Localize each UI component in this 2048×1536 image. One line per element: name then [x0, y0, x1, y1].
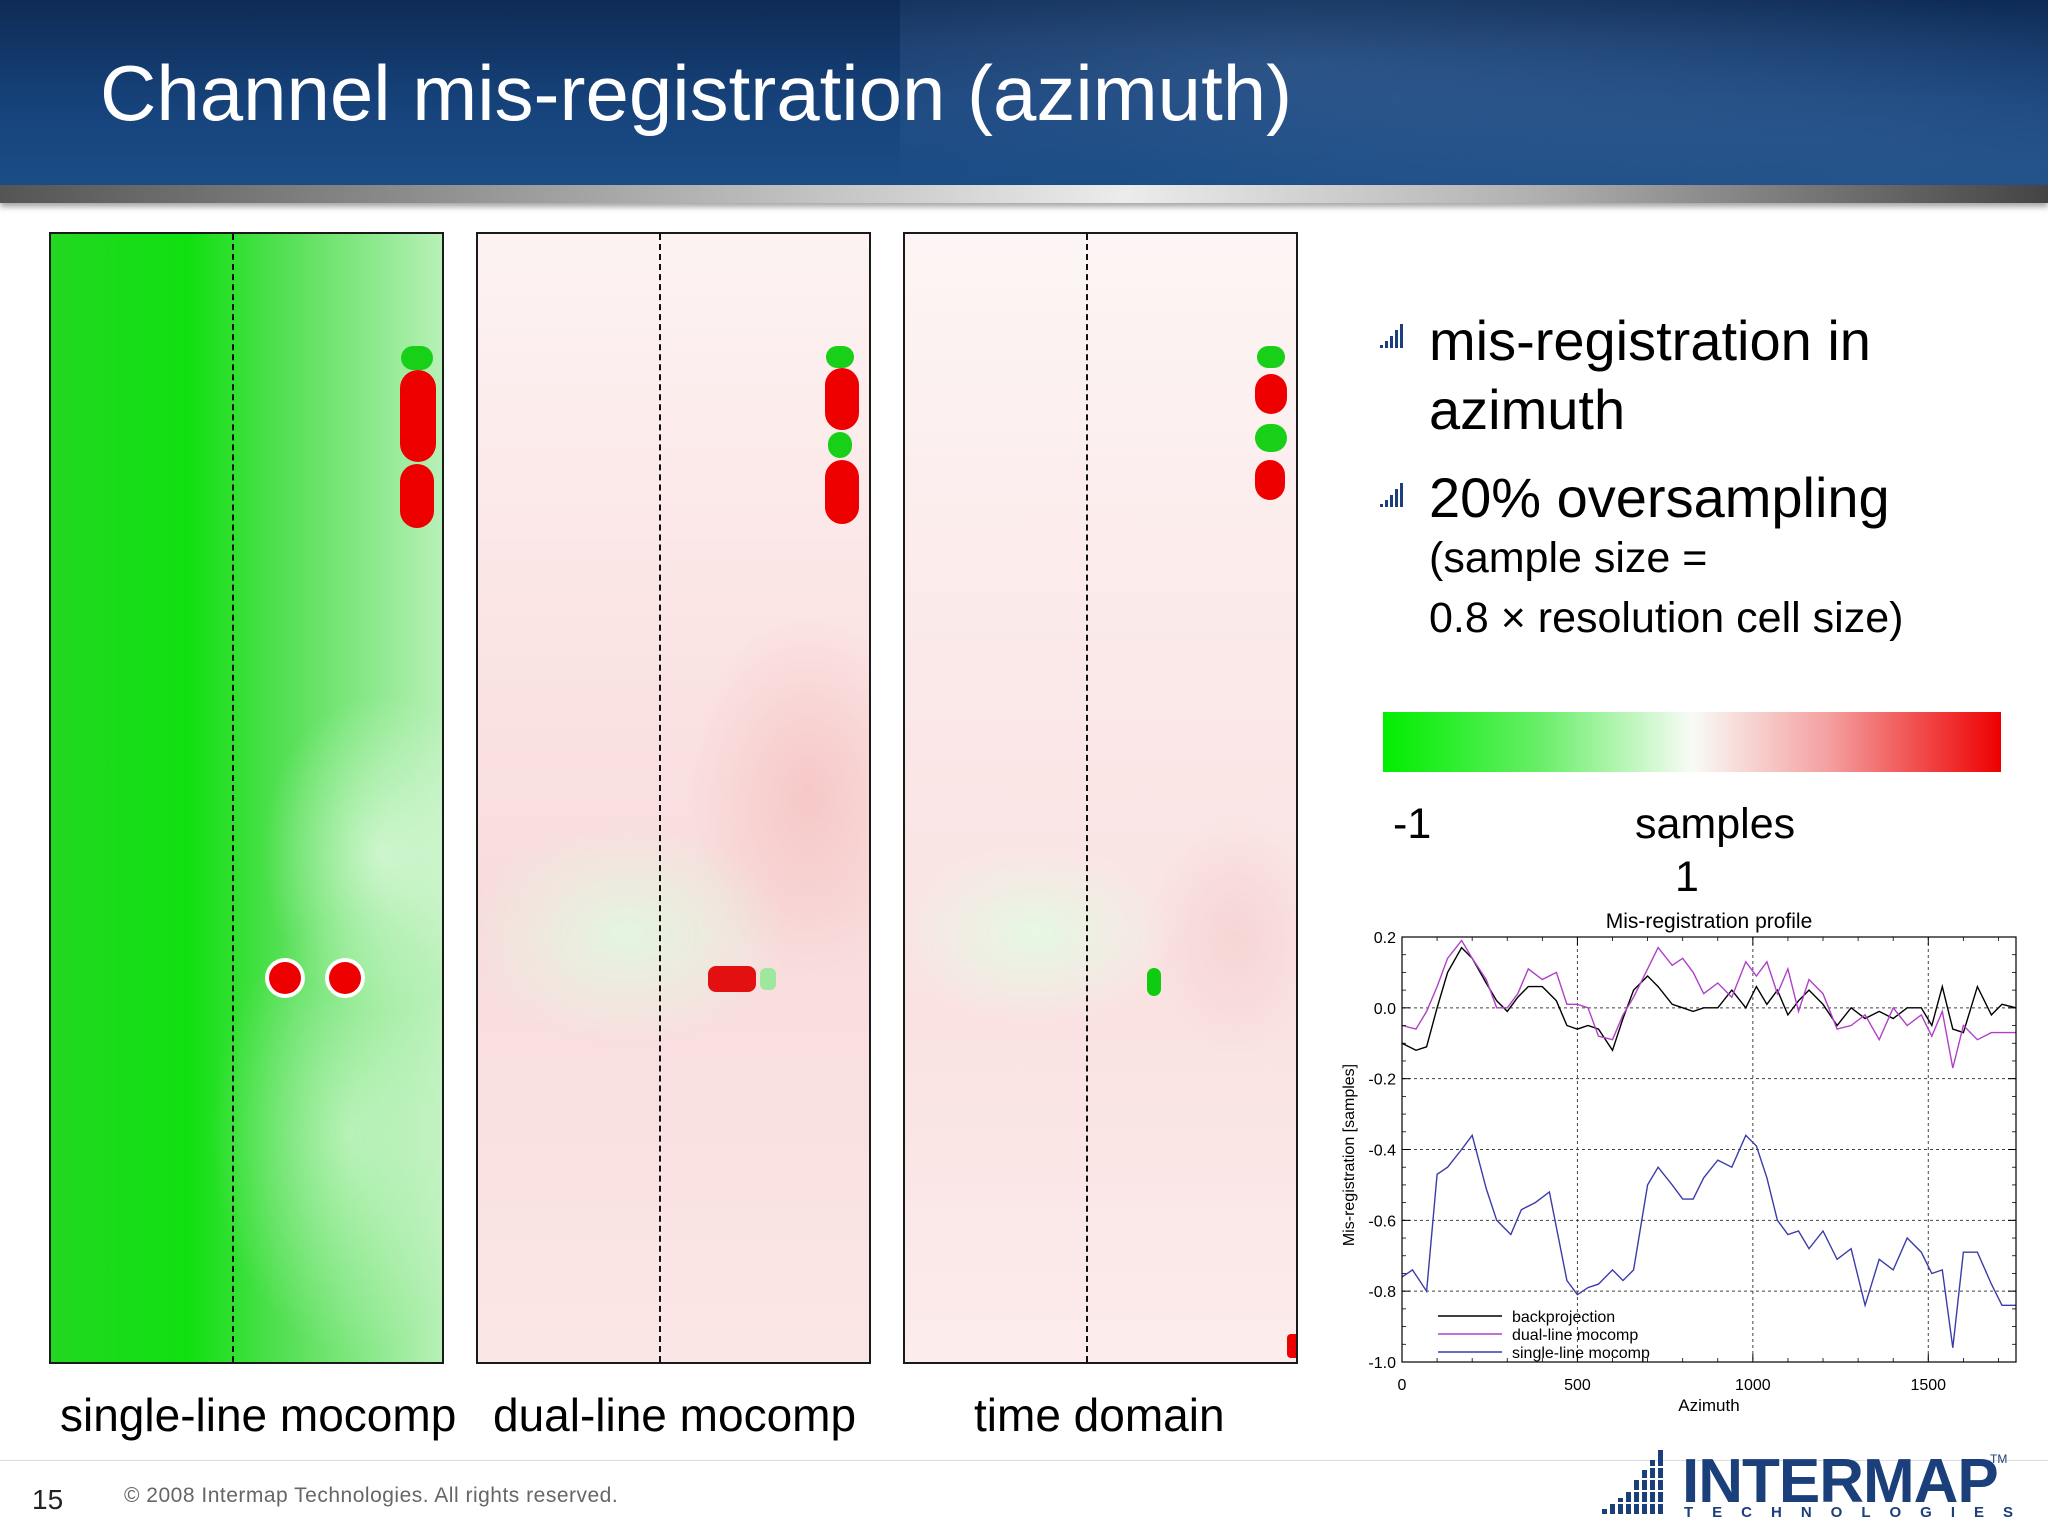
- series-line-single-line-mocomp: [1401, 1133, 2016, 1348]
- y-tick-label: -0.8: [1368, 1284, 1396, 1301]
- red-blob: [400, 464, 434, 528]
- y-tick-label: -0.4: [1368, 1143, 1396, 1160]
- chart-title: Mis-registration profile: [1606, 910, 1813, 933]
- legend-label: single-line mocomp: [1512, 1345, 1650, 1362]
- x-tick-label: 0: [1398, 1377, 1407, 1394]
- red-blob: [825, 460, 859, 524]
- y-tick-label: -0.6: [1368, 1213, 1396, 1230]
- title-banner: Channel mis-registration (azimuth): [0, 0, 2048, 185]
- red-blob: [401, 346, 433, 370]
- x-tick-label: 500: [1564, 1377, 1591, 1394]
- bullet-text: 20% oversampling: [1429, 466, 1890, 529]
- intermap-logo-mark: [1592, 1450, 1668, 1514]
- title-rule: [0, 185, 2048, 203]
- center-dashed-line: [659, 234, 661, 1362]
- page-number: 15: [32, 1484, 64, 1515]
- legend-label: dual-line mocomp: [1512, 1327, 1638, 1344]
- trademark-symbol: TM: [1990, 1452, 2008, 1466]
- colorbar: [1383, 712, 2001, 772]
- series-line-dual-line-mocomp: [1401, 939, 2016, 1069]
- y-tick-label: -0.2: [1368, 1072, 1396, 1089]
- misregistration-profile-chart: Mis-registration profile Azimuth Mis-reg…: [1341, 910, 2017, 1415]
- heatmap-panel-time-domain: [903, 232, 1298, 1364]
- heatmap-panel-single-line: [49, 232, 444, 1364]
- red-blob: [1287, 1334, 1296, 1358]
- center-dashed-line: [232, 234, 234, 1362]
- green-blob: [1257, 346, 1285, 368]
- panel-caption-single-line: single-line mocomp: [60, 1389, 457, 1441]
- chart-ylabel: Mis-registration [samples]: [1341, 1064, 1358, 1246]
- panel-caption-time-domain: time domain: [974, 1389, 1225, 1441]
- footer-divider: [0, 1460, 2048, 1461]
- red-blob: [400, 370, 436, 462]
- intermap-logo-subtitle: TECHNOLOGIES: [1684, 1504, 2033, 1521]
- bullet-text: mis-registration in: [1429, 309, 1871, 372]
- colorbar-min-label: -1: [1393, 800, 1432, 848]
- center-dashed-line: [1086, 234, 1088, 1362]
- red-blob: [825, 368, 859, 430]
- bullet-subtext: 0.8 × resolution cell size): [1429, 594, 1904, 642]
- panel-caption-dual-line: dual-line mocomp: [493, 1389, 857, 1441]
- bullet-icon: [1380, 483, 1403, 507]
- green-blob: [1147, 968, 1161, 996]
- y-tick-label: 0.0: [1374, 1001, 1396, 1018]
- x-tick-label: 1500: [1910, 1377, 1946, 1394]
- bullet-subtext: (sample size =: [1429, 534, 1708, 582]
- green-blob: [826, 346, 854, 368]
- banner-texture: [900, 0, 2048, 185]
- chart-xlabel: Azimuth: [1678, 1396, 1739, 1415]
- x-tick-label: 1000: [1735, 1377, 1771, 1394]
- y-tick-label: -1.0: [1368, 1355, 1396, 1372]
- red-blob: [1255, 374, 1287, 414]
- red-blob: [329, 962, 361, 994]
- bullet-icon: [1380, 324, 1403, 348]
- slide-title: Channel mis-registration (azimuth): [100, 49, 1293, 137]
- intermap-logo-wordmark: INTERMAP: [1682, 1447, 1999, 1516]
- red-blob: [708, 966, 756, 992]
- legend-label: backprojection: [1512, 1309, 1615, 1326]
- y-tick-label: 0.2: [1374, 930, 1396, 947]
- green-blob: [760, 968, 776, 990]
- colorbar-unit-label: samples: [1635, 800, 1796, 848]
- copyright-notice: © 2008 Intermap Technologies. All rights…: [124, 1484, 619, 1507]
- green-blob: [828, 432, 852, 458]
- red-blob: [1255, 460, 1285, 500]
- red-blob: [269, 962, 301, 994]
- colorbar-max-label: 1: [1675, 853, 1699, 901]
- bullet-text: azimuth: [1429, 378, 1626, 441]
- series-line-backprojection: [1401, 946, 2017, 1052]
- green-blob: [1255, 424, 1287, 452]
- heatmap-panel-dual-line: [476, 232, 871, 1364]
